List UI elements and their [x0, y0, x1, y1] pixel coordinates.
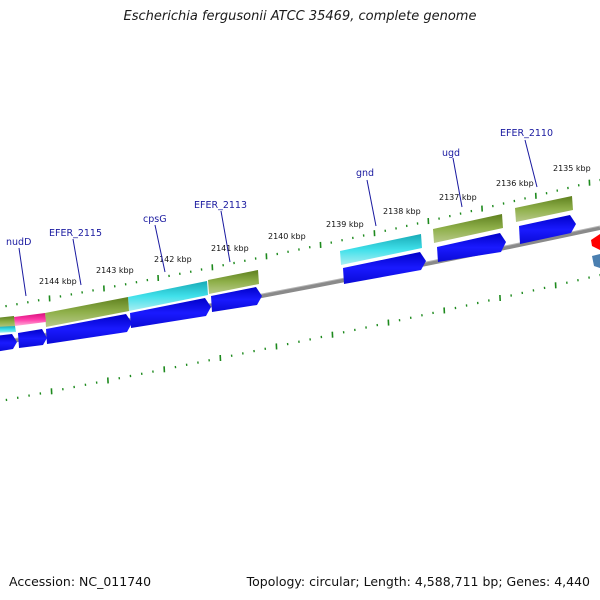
- gene-label-group: EFER_2110 ugd gnd EFER_2113 cpsG EFER_21…: [6, 128, 553, 248]
- gene-label-ugd: ugd: [442, 148, 460, 159]
- gene-label-efer2113: EFER_2113: [194, 200, 247, 211]
- topology-summary-text: Topology: circular; Length: 4,588,711 bp…: [246, 574, 590, 589]
- feature-cpsg: [128, 281, 208, 311]
- feature-steel-right: [592, 254, 600, 268]
- cds-arrow: [46, 314, 132, 344]
- kbp-label: 2135 kbp: [553, 164, 591, 173]
- feature-efer2110: [515, 196, 573, 222]
- kbp-label: 2139 kbp: [326, 220, 364, 229]
- feature-red-right: [591, 234, 600, 250]
- feature-gnd: [340, 234, 422, 265]
- cds-arrow: [0, 334, 17, 352]
- cds-arrow: [130, 298, 211, 328]
- cds-arrow: [211, 287, 262, 312]
- kbp-label: 2138 kbp: [383, 207, 421, 216]
- kbp-label: 2137 kbp: [439, 193, 477, 202]
- kbp-label: 2144 kbp: [39, 277, 77, 286]
- gene-label-efer2115: EFER_2115: [49, 228, 102, 239]
- map-title: Escherichia fergusonii ATCC 35469, compl…: [123, 9, 477, 24]
- cds-arrow: [437, 233, 506, 262]
- kbp-label: 2141 kbp: [211, 244, 249, 253]
- feature-nudd: [14, 313, 46, 326]
- accession-text: Accession: NC_011740: [9, 574, 152, 589]
- feature-efer2115: [45, 297, 129, 327]
- feature-left-olive: [0, 316, 15, 328]
- cds-arrow: [519, 215, 576, 244]
- feature-ugd: [433, 214, 503, 243]
- cds-track: [0, 215, 576, 352]
- gene-label-efer2110: EFER_2110: [500, 128, 553, 139]
- kbp-label: 2140 kbp: [268, 232, 306, 241]
- kbp-label-group: 2135 kbp 2136 kbp 2137 kbp 2138 kbp 2139…: [39, 164, 591, 286]
- cds-arrow: [18, 329, 47, 348]
- gene-callout-lines: [18, 139, 538, 297]
- cds-arrow: [343, 252, 426, 284]
- kbp-label: 2136 kbp: [496, 179, 534, 188]
- feature-left-cyan: [0, 326, 16, 333]
- gene-label-gnd: gnd: [356, 168, 374, 179]
- gene-label-cpsg: cpsG: [143, 214, 167, 225]
- kbp-label: 2143 kbp: [96, 266, 134, 275]
- feature-track-forward: [0, 196, 573, 333]
- outer-tick-row: [5, 178, 600, 308]
- gene-label-nudd: nudD: [6, 237, 31, 248]
- kbp-label: 2142 kbp: [154, 255, 192, 264]
- feature-efer2113: [208, 270, 259, 294]
- inner-tick-row: [5, 273, 600, 402]
